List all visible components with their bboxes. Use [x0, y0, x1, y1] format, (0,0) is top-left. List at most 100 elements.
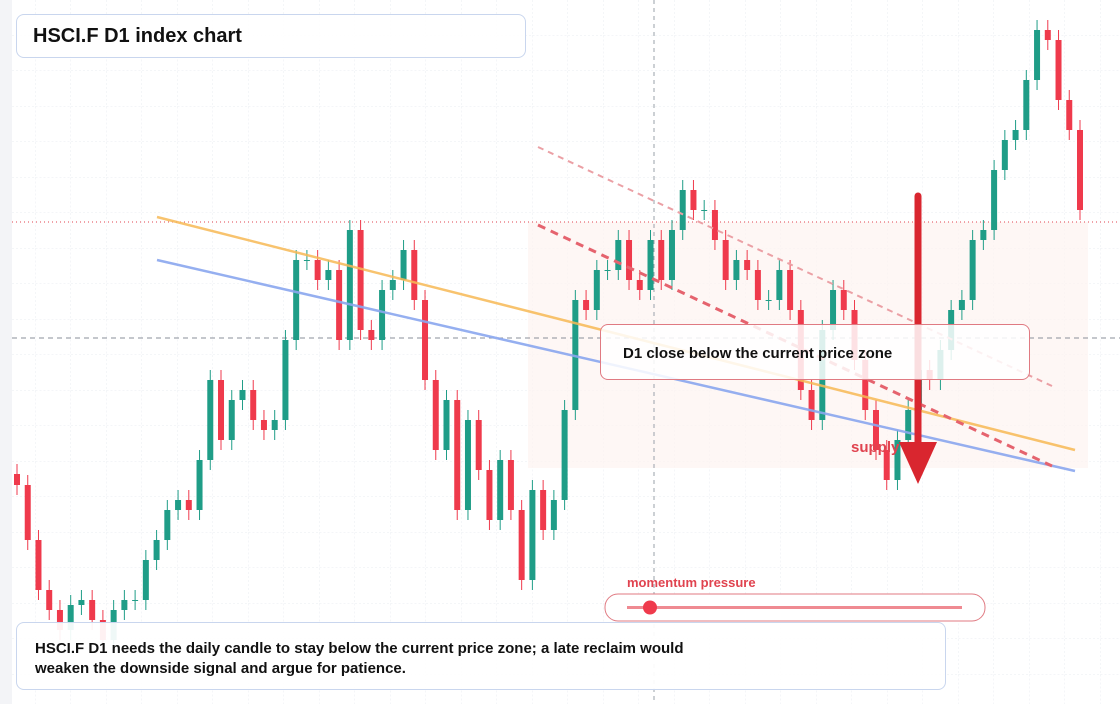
- candle-body: [905, 410, 912, 440]
- candle-body: [389, 280, 396, 290]
- candle-body: [583, 300, 590, 310]
- candle-body: [271, 420, 278, 430]
- candle-body: [894, 440, 901, 480]
- candle-body: [1066, 100, 1073, 130]
- candle-body: [593, 270, 600, 310]
- candle-body: [711, 210, 718, 240]
- candle-body: [464, 420, 471, 510]
- candle-body: [550, 500, 557, 530]
- candle-body: [1044, 30, 1051, 40]
- candle-body: [787, 270, 794, 310]
- candle-body: [754, 270, 761, 300]
- candle-body: [357, 230, 364, 330]
- candle-body: [175, 500, 182, 510]
- candle-body: [35, 540, 42, 590]
- candle-body: [228, 400, 235, 440]
- candle-body: [668, 230, 675, 280]
- candle-body: [862, 360, 869, 410]
- candle-body: [78, 600, 85, 605]
- candle-body: [132, 600, 139, 601]
- candle-body: [958, 300, 965, 310]
- candle-body: [282, 340, 289, 420]
- candle-body: [872, 410, 879, 450]
- callout: D1 close below the current price zone: [623, 345, 893, 362]
- candle-body: [454, 400, 461, 510]
- callout-box: D1 close below the current price zone: [600, 324, 1030, 380]
- candle-body: [475, 420, 482, 470]
- candle-body: [636, 280, 643, 290]
- candle-body: [529, 490, 536, 580]
- candle-body: [1012, 130, 1019, 140]
- note: HSCI.F D1 needs the daily candle to stay…: [35, 640, 684, 677]
- candle-body: [808, 390, 815, 420]
- candle-body: [218, 380, 225, 440]
- candle-body: [411, 250, 418, 300]
- candle-body: [561, 410, 568, 500]
- candle-body: [293, 260, 300, 340]
- candle-body: [830, 290, 837, 330]
- candle-body: [56, 610, 63, 630]
- candle-body: [153, 540, 160, 560]
- chart-title: HSCI.F D1 index chart: [33, 25, 242, 47]
- candle-body: [776, 270, 783, 300]
- candle-body: [840, 290, 847, 310]
- candle-body: [507, 460, 514, 510]
- candle-body: [443, 400, 450, 450]
- slider-thumb[interactable]: [643, 600, 657, 615]
- title-box: HSCI.F D1 index chart: [16, 14, 526, 58]
- candle-body: [260, 420, 267, 430]
- candle-body: [89, 600, 96, 620]
- candle-body: [432, 380, 439, 450]
- candle-body: [540, 490, 547, 530]
- candle-body: [1077, 130, 1083, 210]
- candle-body: [690, 190, 697, 210]
- candle-body: [969, 240, 976, 300]
- candle-body: [207, 380, 214, 460]
- candle-body: [400, 250, 407, 280]
- candle-body: [142, 560, 149, 600]
- slider-label: momentum pressure: [627, 575, 756, 590]
- candle-body: [486, 470, 493, 520]
- candle-body: [615, 240, 622, 270]
- candle-body: [980, 230, 987, 240]
- candle-body: [121, 600, 128, 610]
- candle-body: [379, 290, 386, 340]
- candle-body: [733, 260, 740, 280]
- candle-body: [679, 190, 686, 230]
- candle-body: [422, 300, 429, 380]
- candle-body: [185, 500, 192, 510]
- candle-body: [164, 510, 171, 540]
- candle-body: [626, 240, 633, 280]
- candle-body: [336, 270, 343, 340]
- candle-body: [744, 260, 751, 270]
- candle-body: [658, 240, 665, 280]
- candle-body: [14, 474, 20, 485]
- candle-body: [1055, 40, 1062, 100]
- candle-body: [991, 170, 998, 230]
- candle-body: [765, 300, 772, 301]
- candle-body: [1034, 30, 1041, 80]
- candle-body: [250, 390, 257, 420]
- candle-body: [1023, 80, 1030, 130]
- candle-body: [883, 450, 890, 480]
- candle-body: [24, 485, 31, 540]
- candle-body: [368, 330, 375, 340]
- arrow-head: [899, 442, 937, 484]
- candle-body: [346, 230, 353, 340]
- candle-body: [196, 460, 203, 510]
- candle-body: [303, 260, 310, 261]
- candle-body: [67, 605, 74, 630]
- candle-body: [325, 270, 332, 280]
- left-edge: [0, 0, 12, 704]
- candle-body: [46, 590, 53, 610]
- zone-label: supply: [851, 439, 900, 456]
- candle-body: [518, 510, 525, 580]
- candle-body: [701, 210, 708, 211]
- candle-body: [604, 270, 611, 271]
- candle-body: [722, 240, 729, 280]
- candle-body: [647, 240, 654, 290]
- note-box: HSCI.F D1 needs the daily candle to stay…: [16, 622, 946, 690]
- candle-body: [497, 460, 504, 520]
- candle-body: [314, 260, 321, 280]
